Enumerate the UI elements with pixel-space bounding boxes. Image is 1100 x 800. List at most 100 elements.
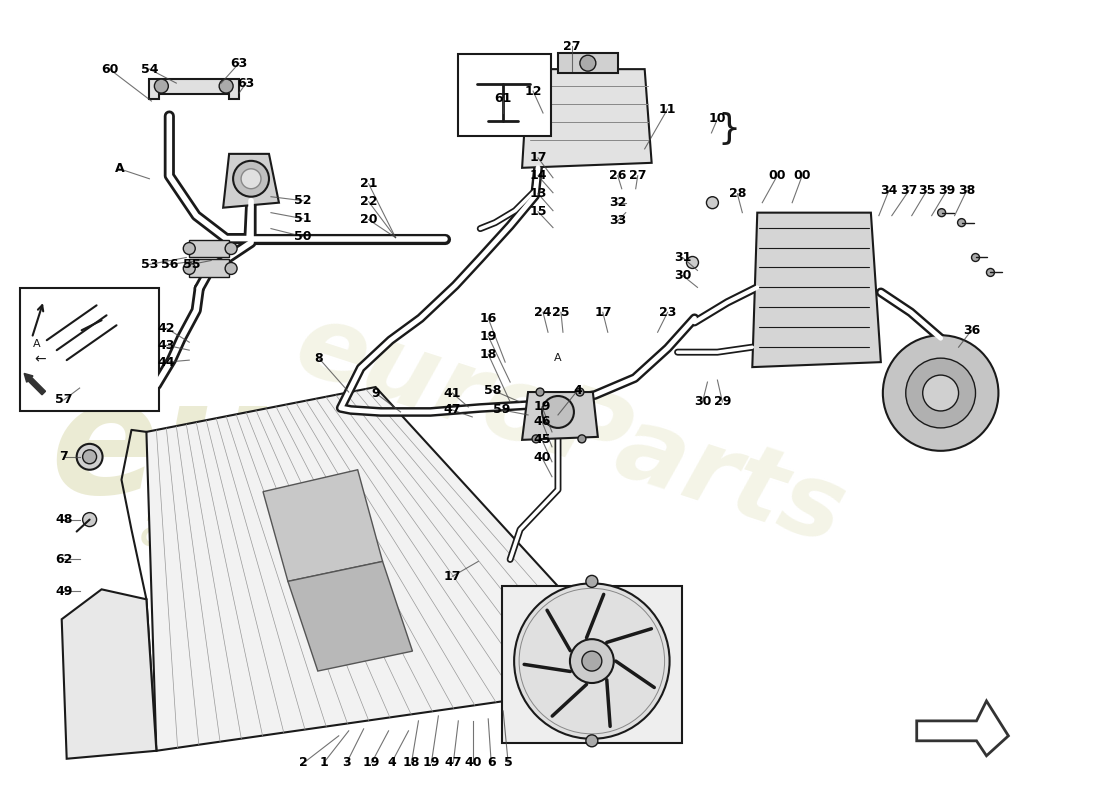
Text: 00: 00	[769, 170, 786, 182]
Text: 30: 30	[674, 269, 691, 282]
Text: 63: 63	[238, 77, 255, 90]
Circle shape	[184, 262, 195, 274]
Text: a passion: a passion	[140, 503, 403, 556]
Text: 3: 3	[342, 756, 351, 770]
Text: euroParts: euroParts	[283, 294, 857, 566]
Text: 2: 2	[299, 756, 308, 770]
Text: 33: 33	[609, 214, 626, 227]
Circle shape	[82, 513, 97, 526]
Text: 27: 27	[629, 170, 647, 182]
Polygon shape	[263, 470, 383, 582]
Circle shape	[536, 388, 544, 396]
Circle shape	[514, 583, 670, 739]
Text: 42: 42	[157, 322, 175, 334]
Circle shape	[686, 257, 698, 269]
Circle shape	[582, 651, 602, 671]
Text: 9: 9	[372, 386, 379, 399]
Text: 22: 22	[360, 195, 377, 208]
Text: 45: 45	[534, 434, 551, 446]
Circle shape	[576, 388, 584, 396]
Text: 43: 43	[157, 338, 175, 352]
Text: 32: 32	[609, 196, 627, 209]
Text: 18: 18	[480, 348, 497, 361]
Text: 47: 47	[443, 403, 461, 417]
Bar	[20, 288, 160, 411]
Text: 52: 52	[294, 194, 311, 207]
Polygon shape	[223, 154, 279, 208]
Polygon shape	[150, 79, 239, 99]
Circle shape	[226, 242, 238, 254]
Text: 23: 23	[659, 306, 676, 319]
Bar	[503, 586, 682, 743]
Text: 5: 5	[504, 756, 513, 770]
Text: 38: 38	[958, 184, 976, 198]
Text: 6: 6	[487, 756, 495, 770]
Text: A: A	[114, 162, 124, 175]
Polygon shape	[288, 562, 412, 671]
Text: 54: 54	[141, 62, 158, 76]
Text: 13: 13	[529, 187, 547, 200]
Text: 19: 19	[534, 401, 551, 414]
Circle shape	[532, 435, 540, 443]
Circle shape	[586, 735, 597, 746]
Circle shape	[226, 262, 238, 274]
Circle shape	[706, 197, 718, 209]
Text: 62: 62	[55, 553, 73, 566]
Text: 36: 36	[962, 324, 980, 337]
Text: 18: 18	[403, 756, 420, 770]
Circle shape	[586, 575, 597, 587]
Text: eu: eu	[51, 372, 273, 527]
Text: 41: 41	[443, 386, 461, 399]
Polygon shape	[916, 701, 1009, 756]
Circle shape	[154, 79, 168, 93]
Circle shape	[570, 639, 614, 683]
Text: 25: 25	[552, 306, 570, 319]
Polygon shape	[558, 54, 618, 73]
Text: 60: 60	[101, 62, 118, 76]
Text: 15: 15	[529, 205, 547, 218]
Text: 19: 19	[480, 330, 497, 342]
Text: }: }	[717, 112, 740, 146]
Text: 11: 11	[659, 102, 676, 115]
Circle shape	[883, 335, 999, 451]
Text: 40: 40	[464, 756, 482, 770]
Circle shape	[578, 435, 586, 443]
Text: 57: 57	[55, 394, 73, 406]
Circle shape	[241, 169, 261, 189]
Text: 28: 28	[728, 187, 746, 200]
Text: 50: 50	[294, 230, 311, 243]
Text: 8: 8	[315, 352, 323, 365]
Text: 56: 56	[161, 258, 178, 271]
Text: 46: 46	[534, 415, 551, 429]
Text: 48: 48	[55, 513, 73, 526]
FancyArrow shape	[24, 374, 45, 394]
Polygon shape	[146, 387, 645, 750]
Circle shape	[987, 269, 994, 277]
Circle shape	[937, 209, 946, 217]
Text: 40: 40	[534, 451, 551, 464]
Circle shape	[542, 396, 574, 428]
Text: 39: 39	[938, 184, 955, 198]
Circle shape	[580, 55, 596, 71]
Text: 10: 10	[708, 113, 726, 126]
Polygon shape	[522, 69, 651, 168]
Text: 53: 53	[141, 258, 158, 271]
Text: 30: 30	[694, 395, 712, 409]
Text: 49: 49	[55, 585, 73, 598]
Text: 44: 44	[157, 356, 175, 369]
Text: 59: 59	[494, 403, 510, 417]
Text: 7: 7	[59, 450, 68, 463]
Text: 47: 47	[444, 756, 462, 770]
Circle shape	[77, 444, 102, 470]
Polygon shape	[752, 213, 881, 367]
Text: 61: 61	[495, 91, 512, 105]
Bar	[459, 54, 551, 136]
Text: 58: 58	[484, 383, 500, 397]
Text: 17: 17	[529, 151, 547, 164]
Text: 20: 20	[360, 213, 377, 226]
Text: 4: 4	[573, 383, 582, 397]
Polygon shape	[62, 590, 156, 758]
Circle shape	[184, 242, 195, 254]
Text: 19: 19	[363, 756, 381, 770]
Text: 21: 21	[360, 178, 377, 190]
